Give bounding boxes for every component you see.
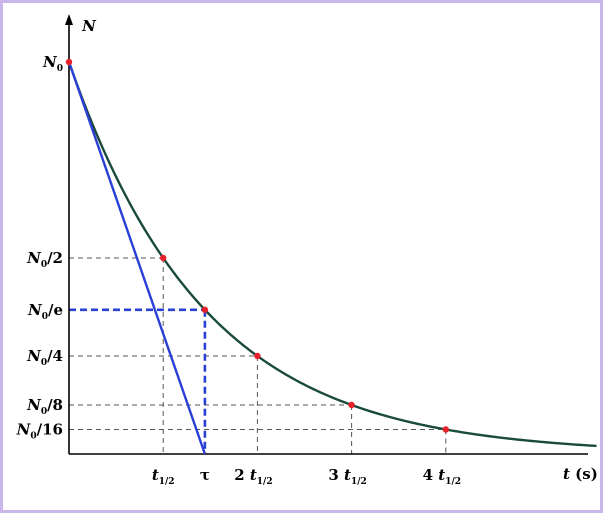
decay-chart: N0 N0/2 N0/e N0/4 N0/8 N0/16 t1/2 τ 2 t1/2 3 t1/2…: [16, 14, 598, 487]
data-point-4: [348, 401, 355, 409]
y-axis-title: N: [81, 17, 97, 35]
x-tick-label-4: 4 t1/2: [423, 466, 461, 487]
data-point-1: [160, 254, 167, 262]
x-tick-label-0: t1/2: [152, 466, 175, 487]
y-tick-label-5: N0/16: [16, 421, 63, 442]
data-point-0: [65, 58, 73, 66]
data-point-2: [201, 306, 209, 313]
decay-curve-line: [67, 61, 597, 448]
x-axis-title: t (s): [563, 465, 598, 483]
data-point-3: [254, 352, 261, 360]
y-tick-label-1: N0/2: [26, 249, 63, 270]
y-tick-label-4: N0/8: [26, 396, 63, 417]
tick-labels: N0 N0/2 N0/e N0/4 N0/8 N0/16 t1/2 τ 2 t1/2 3 t1/2…: [16, 17, 598, 487]
x-tick-label-2: 2 t1/2: [234, 466, 272, 487]
y-axis-arrow: [65, 14, 73, 25]
y-tick-label-0: N0: [42, 53, 63, 74]
tangent-line: [67, 61, 207, 455]
guide-lines: [69, 257, 447, 454]
marked-points: [65, 58, 449, 433]
y-tick-label-3: N0/4: [26, 347, 63, 368]
data-point-5: [442, 426, 449, 433]
axes: [65, 14, 588, 455]
x-tick-label-3: 3 t1/2: [328, 466, 366, 487]
y-tick-label-2: N0/e: [27, 301, 63, 322]
plot-lines: [67, 61, 597, 455]
x-tick-label-1: τ: [200, 466, 210, 484]
